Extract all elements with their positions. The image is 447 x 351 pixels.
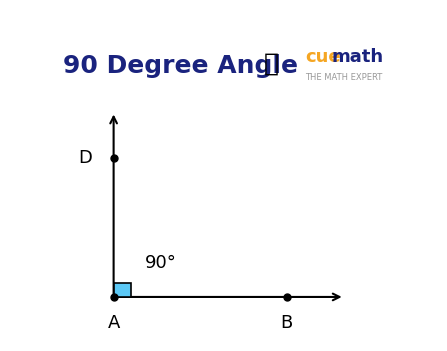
Text: 90 Degree Angle: 90 Degree Angle (63, 54, 298, 78)
Text: A: A (107, 314, 120, 332)
Text: 🚀: 🚀 (264, 52, 279, 76)
Text: B: B (281, 314, 293, 332)
Text: D: D (79, 149, 93, 167)
Bar (114, 283, 131, 297)
Text: THE MATH EXPERT: THE MATH EXPERT (305, 73, 383, 82)
Text: math: math (331, 48, 384, 66)
Text: cue: cue (305, 48, 341, 66)
Text: 90°: 90° (144, 254, 176, 272)
